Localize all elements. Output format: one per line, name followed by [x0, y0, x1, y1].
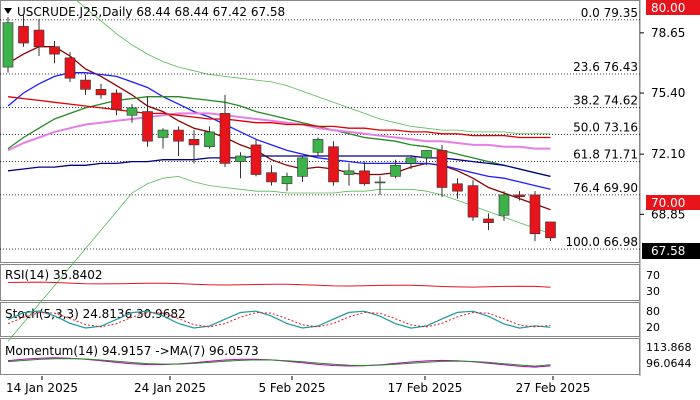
rsi-label: RSI(14) 35.8402 [5, 268, 103, 282]
candle-body [312, 139, 324, 153]
candle-body [452, 183, 463, 192]
rsi-axis-70: 70 [646, 269, 660, 282]
date-label: 5 Feb 2025 [258, 381, 325, 395]
price-label-70: 70.00 [651, 196, 685, 210]
date-axis: 14 Jan 2025 24 Jan 2025 5 Feb 2025 17 Feb 2… [6, 376, 590, 395]
candle-body [142, 111, 153, 142]
collapse-triangle-icon[interactable] [4, 8, 12, 14]
date-label: 14 Jan 2025 [6, 381, 78, 395]
candle-body [49, 46, 60, 55]
rsi-line [7, 281, 551, 288]
fib-label-2: 38.2 74.62 [573, 93, 638, 107]
ma-line-ma_fast [7, 46, 551, 211]
momentum-axis-high: 113.868 [646, 341, 692, 354]
price-tick-label: 68.85 [651, 207, 685, 221]
candle-body [2, 22, 14, 68]
ma-line-ma_navy [7, 155, 551, 178]
ma-line-ma_magenta [7, 112, 551, 152]
candle-body [64, 57, 76, 79]
candle-body [157, 129, 169, 138]
candle-body [498, 194, 510, 216]
candle-body [235, 155, 246, 162]
candle-body [421, 150, 432, 159]
main-panel-frame [0, 0, 640, 263]
candle-body [126, 107, 138, 116]
bollinger-lower [7, 175, 551, 342]
candle-body [405, 157, 417, 164]
candle-body [297, 157, 308, 177]
stoch-label: Stoch(5,3,3) 24.8136 30.9682 [5, 307, 186, 321]
candle-body [250, 144, 262, 175]
candle-body [266, 172, 277, 183]
stoch-axis-20: 20 [646, 321, 660, 334]
moving-averages [7, 46, 551, 211]
candle-body [545, 221, 556, 239]
candle-body [436, 150, 448, 188]
current-price-label-bg [642, 243, 700, 259]
price-tick-label: 72.10 [651, 147, 685, 161]
candle-body [219, 113, 231, 164]
bollinger-upper [75, 0, 551, 135]
ma-line-ma_blue [7, 72, 551, 190]
fib-label-5: 76.4 69.90 [573, 181, 638, 195]
candle-body [33, 29, 45, 48]
candle-body [359, 170, 370, 185]
candle-body [467, 185, 479, 218]
price-label-80: 80.00 [651, 1, 685, 15]
stoch-axis-80: 80 [646, 305, 660, 318]
candle-body [328, 146, 339, 183]
candle-body [204, 131, 215, 148]
price-label-70-bg [646, 195, 700, 210]
rsi-axis-30: 30 [646, 285, 660, 298]
fib-label-0: 0.0 79.35 [581, 6, 638, 20]
ma-line-ma_green [7, 96, 551, 178]
candle-body [80, 79, 91, 90]
candle-body [529, 194, 541, 235]
candle-body [343, 170, 355, 175]
date-label: 27 Feb 2025 [516, 381, 591, 395]
candle-body [95, 89, 107, 96]
momentum-ma-line [7, 358, 551, 367]
fibonacci-levels: 0.0 79.35 23.6 76.43 38.2 74.62 50.0 73.16 6… [0, 6, 640, 250]
date-label: 17 Feb 2025 [388, 381, 463, 395]
price-label-80-bg [646, 0, 700, 15]
candle-body [483, 218, 494, 223]
candle-body [281, 176, 293, 185]
momentum-axis-low: 96.0644 [646, 357, 692, 370]
bollinger-bands [7, 0, 551, 342]
price-tick-label: 78.65 [651, 26, 685, 40]
candle-body [173, 129, 184, 142]
price-axis: 78.65 75.40 72.10 68.85 [640, 26, 685, 221]
candle-body [18, 26, 29, 44]
candlesticks [2, 15, 556, 242]
fib-label-6: 100.0 66.98 [565, 235, 638, 249]
candle-body [111, 92, 122, 111]
momentum-label: Momentum(14) 94.9157 ->MA(7) 96.0573 [5, 344, 259, 358]
stoch-k-line [7, 310, 551, 329]
current-price-label: 67.58 [651, 244, 685, 258]
ma-line-ma_red [7, 96, 551, 139]
fib-label-1: 23.6 76.43 [573, 60, 638, 74]
fib-label-4: 61.8 71.71 [573, 147, 638, 161]
candle-body [390, 164, 401, 177]
fib-label-3: 50.0 73.16 [573, 121, 638, 135]
price-tick-label: 75.40 [651, 86, 685, 100]
candle-body [374, 181, 386, 184]
symbol-header: USCRUDE.J25,Daily 68.44 68.44 67.42 67.5… [17, 5, 285, 19]
candle-body [188, 139, 200, 146]
date-label: 24 Jan 2025 [134, 381, 206, 395]
candle-body [514, 194, 525, 198]
